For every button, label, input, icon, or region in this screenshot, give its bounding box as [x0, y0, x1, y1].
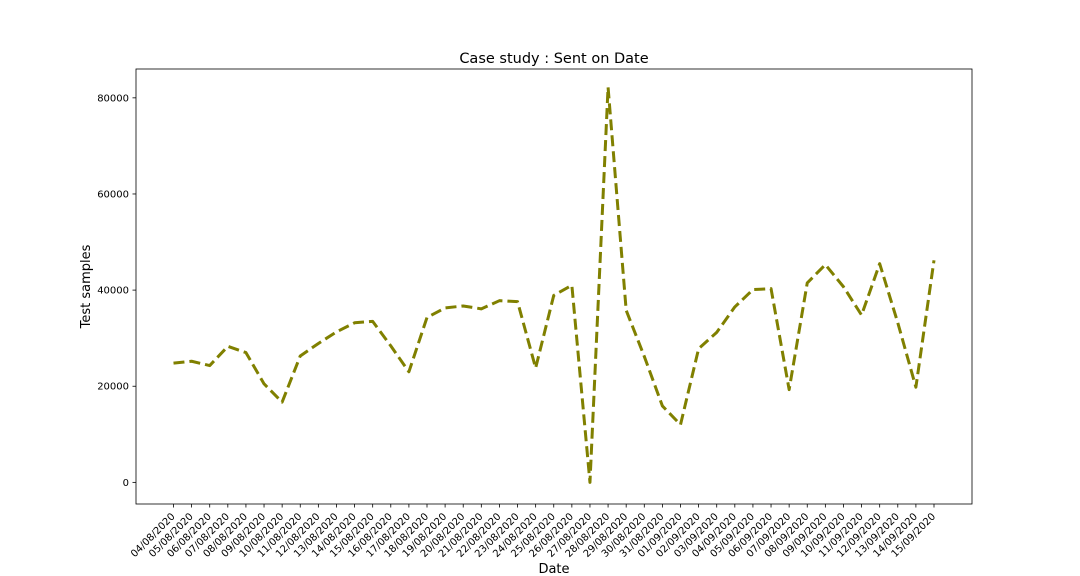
data-point [860, 314, 862, 316]
data-point [245, 351, 247, 353]
data-point [933, 259, 935, 261]
data-point [571, 284, 573, 286]
data-point [842, 286, 844, 288]
data-point [209, 364, 211, 366]
data-point [281, 401, 283, 403]
data-point [498, 299, 500, 301]
y-axis-label: Test samples [79, 244, 94, 329]
data-point [408, 371, 410, 373]
data-point [824, 263, 826, 265]
series-line [173, 85, 936, 484]
data-point [462, 305, 464, 307]
data-point [534, 367, 536, 369]
data-point [263, 383, 265, 385]
data-point [625, 309, 627, 311]
data-point [353, 322, 355, 324]
data-point [480, 308, 482, 310]
data-point [426, 316, 428, 318]
data-point [788, 388, 790, 390]
data-point [317, 342, 319, 344]
data-point [390, 345, 392, 347]
data-point [444, 307, 446, 309]
data-points [172, 86, 935, 484]
y-tick-label: 40000 [97, 286, 129, 297]
data-point [335, 331, 337, 333]
data-point [589, 481, 591, 483]
data-point [878, 262, 880, 264]
y-tick-label: 20000 [97, 382, 129, 393]
data-point [734, 306, 736, 308]
data-point [516, 300, 518, 302]
data-point [679, 423, 681, 425]
data-point [661, 405, 663, 407]
data-point [770, 287, 772, 289]
y-tick-label: 80000 [97, 93, 129, 104]
data-point [806, 282, 808, 284]
data-point [227, 345, 229, 347]
data-point [643, 355, 645, 357]
x-axis-ticks: 04/08/202005/08/202006/08/202007/08/2020… [129, 504, 938, 560]
y-tick-label: 0 [123, 478, 129, 489]
data-point [897, 322, 899, 324]
data-point [716, 331, 718, 333]
data-point [607, 86, 609, 88]
data-point [752, 288, 754, 290]
data-point [371, 320, 373, 322]
y-tick-label: 60000 [97, 189, 129, 200]
data-point [299, 355, 301, 357]
data-point [697, 348, 699, 350]
plot-frame [135, 68, 973, 505]
data-point [172, 362, 174, 364]
x-axis-label: Date [538, 562, 569, 576]
y-axis-ticks: 0 20000 40000 60000 80000 [97, 93, 136, 489]
chart-title: Case study : Sent on Date [459, 51, 648, 67]
data-point [190, 360, 192, 362]
data-point [915, 386, 917, 388]
data-point [553, 294, 555, 296]
